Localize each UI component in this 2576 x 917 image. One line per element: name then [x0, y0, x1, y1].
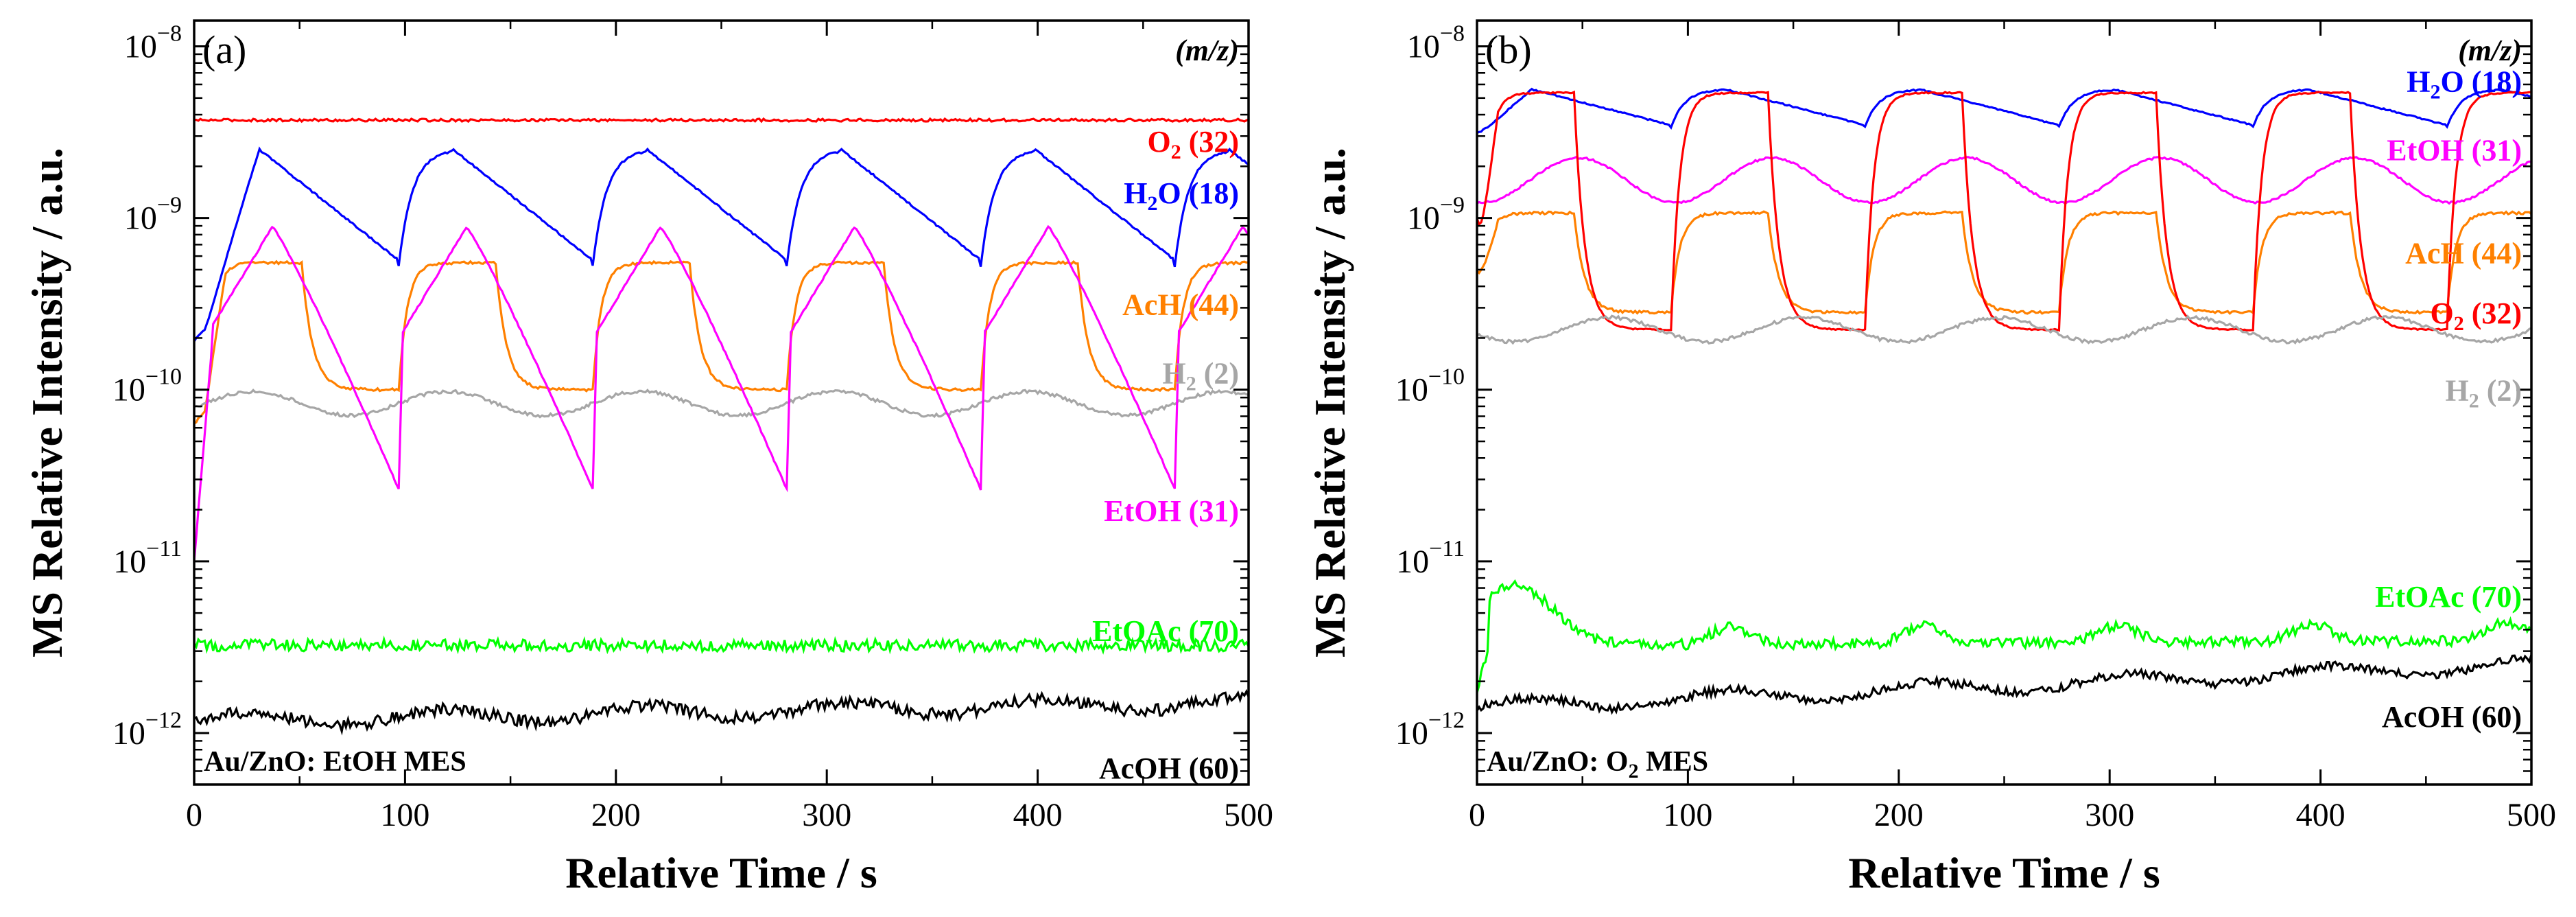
series-line-ach-44-	[1477, 210, 2531, 315]
series-label: AcH (44)	[1122, 288, 1239, 322]
x-tick-label: 0	[186, 797, 202, 833]
series-label: H2O (18)	[2407, 65, 2522, 104]
x-tick-label: 0	[1469, 797, 1485, 833]
x-tick-label: 300	[2085, 797, 2134, 833]
x-tick-label: 500	[2507, 797, 2556, 833]
y-tick-label: 10−9	[1407, 193, 1465, 237]
x-tick-label: 400	[1013, 797, 1063, 833]
x-tick-label: 200	[1874, 797, 1924, 833]
y-tick-label: 10−8	[1407, 21, 1465, 65]
series-line-etoac-70-	[1477, 579, 2531, 693]
series-line-acoh-60-	[194, 688, 1249, 736]
y-tick-label: 10−12	[113, 708, 182, 752]
x-tick-label: 300	[802, 797, 851, 833]
panel-caption: Au/ZnO: EtOH MES	[204, 746, 466, 778]
series-label: EtOAc (70)	[2375, 580, 2522, 614]
series-line-ach-44-	[194, 259, 1249, 425]
y-tick-label: 10−11	[113, 536, 182, 580]
series-line-o2-32-	[194, 117, 1249, 124]
series-label: AcOH (60)	[1099, 752, 1239, 785]
y-axis-title: MS Relative Intensity / a.u.	[1305, 148, 1354, 658]
chart-panel-a: 0 100 200 300 400 500 10−12 10−11 10−10 10−9 10−8 R…	[23, 19, 1273, 897]
x-axis-title: Relative Time / s	[1848, 848, 2160, 897]
series-line-h2-2-	[1477, 314, 2531, 345]
x-tick-label: 200	[591, 797, 641, 833]
series-label: H2 (2)	[1162, 357, 1239, 395]
series-label: EtOH (31)	[2387, 134, 2522, 167]
y-tick-label: 10−10	[1395, 364, 1465, 408]
plot-frame	[193, 19, 1250, 786]
x-axis-title: Relative Time / s	[565, 848, 877, 897]
series-label: O2 (32)	[1147, 125, 1239, 163]
chart-panel-b: 0 100 200 300 400 500 10−12 10−11 10−10 10−9 10−8 R…	[1305, 19, 2556, 897]
x-tick-label: 100	[1663, 797, 1712, 833]
panel-label: (b)	[1485, 27, 1532, 72]
panel-label: (a)	[202, 27, 246, 72]
series-line-o2-32-	[1477, 90, 2531, 332]
series-line-h2o-18-	[1477, 87, 2531, 134]
x-tick-label: 100	[380, 797, 429, 833]
y-axis-title: MS Relative Intensity / a.u.	[23, 148, 71, 658]
series-line-etoac-70-	[194, 635, 1249, 655]
y-tick-label: 10−12	[1395, 708, 1465, 752]
series-line-h2-2-	[194, 388, 1249, 419]
x-tick-label: 500	[1224, 797, 1273, 833]
series-label: H2 (2)	[2445, 374, 2522, 413]
series-line-etoh-31-	[1477, 155, 2531, 205]
series-label: H2O (18)	[1124, 176, 1239, 215]
legend-header: (m/z)	[2458, 34, 2522, 67]
y-tick-label: 10−9	[124, 193, 182, 237]
legend-header: (m/z)	[1175, 34, 1239, 67]
series-label: O2 (32)	[2430, 297, 2522, 335]
series-label: EtOAc (70)	[1092, 614, 1239, 648]
series-label: EtOH (31)	[1104, 494, 1239, 528]
series-line-etoh-31-	[194, 224, 1249, 561]
x-tick-label: 400	[2296, 797, 2345, 833]
y-tick-label: 10−11	[1396, 536, 1465, 580]
series-line-acoh-60-	[1477, 654, 2531, 715]
panel-caption: Au/ZnO: O2 MES	[1487, 746, 1708, 782]
series-label: AcH (44)	[2405, 237, 2522, 270]
y-tick-label: 10−10	[113, 364, 182, 408]
series-line-h2o-18-	[194, 146, 1249, 343]
y-tick-label: 10−8	[124, 21, 182, 65]
series-label: AcOH (60)	[2382, 700, 2522, 734]
